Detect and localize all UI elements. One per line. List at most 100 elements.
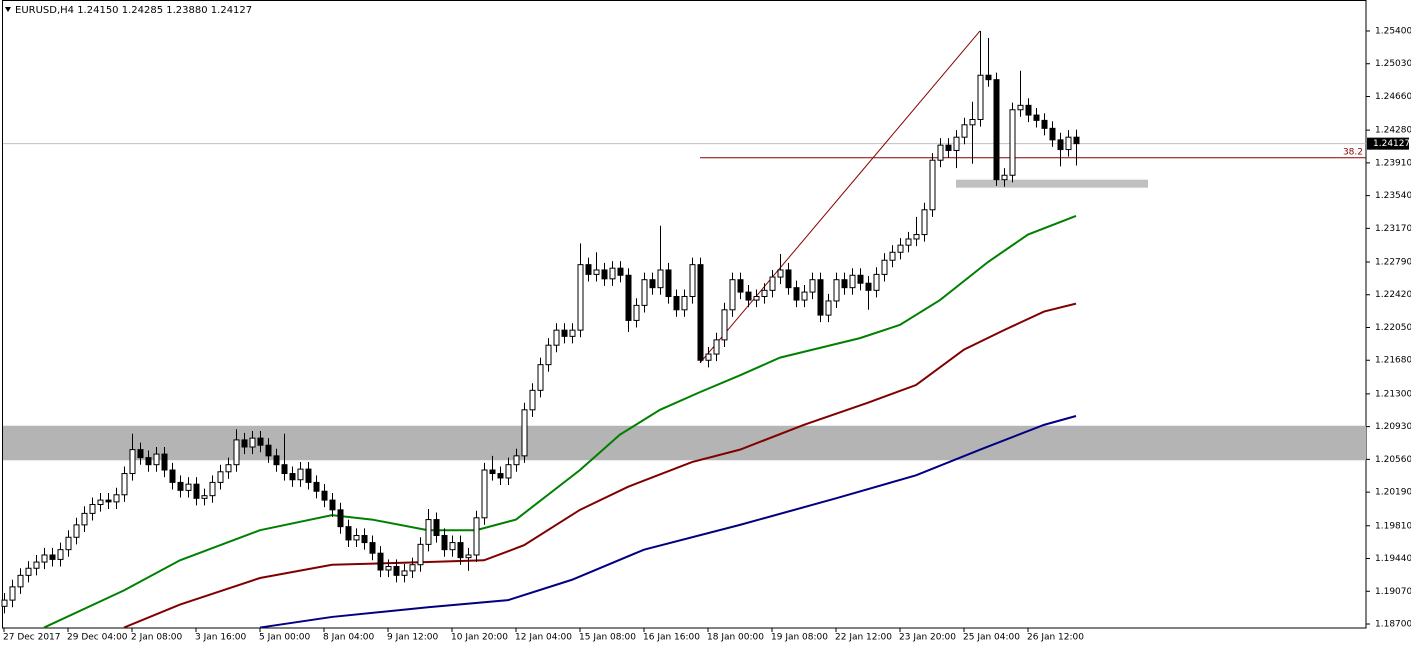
candle-body xyxy=(505,464,512,479)
candle-body xyxy=(769,276,776,291)
candle-body xyxy=(25,567,32,576)
candle-body xyxy=(289,473,296,481)
candle-body xyxy=(569,329,576,337)
x-tick-label: 27 Dec 2017 xyxy=(3,633,61,643)
candle-body xyxy=(841,279,848,289)
candle-body xyxy=(353,535,360,541)
candle-body xyxy=(265,444,272,457)
candle-body xyxy=(377,552,384,571)
candle-body xyxy=(113,494,120,503)
candle-body xyxy=(201,495,208,499)
candle-body xyxy=(993,79,1000,181)
candle-body xyxy=(337,509,344,528)
y-tick-label: 1.22420 xyxy=(1375,290,1411,300)
candle-body xyxy=(489,469,496,475)
candle-body xyxy=(273,455,280,466)
candle-body xyxy=(641,279,648,306)
candle-body xyxy=(753,296,760,301)
candle-body xyxy=(1033,114,1040,121)
candle-body xyxy=(521,409,528,457)
y-tick-label: 1.18700 xyxy=(1375,620,1411,630)
candle-body xyxy=(81,512,88,526)
x-tick-label: 8 Jan 04:00 xyxy=(323,633,375,643)
candle-body xyxy=(401,570,408,576)
x-tick-label: 15 Jan 08:00 xyxy=(579,633,636,643)
candle-body xyxy=(281,464,288,475)
candle-body xyxy=(473,517,480,556)
candle-body xyxy=(1073,136,1080,145)
candle-body xyxy=(809,279,816,293)
candle-body xyxy=(609,267,616,280)
candle-body xyxy=(849,274,856,289)
candle-body xyxy=(689,264,696,298)
x-tick-label: 25 Jan 04:00 xyxy=(963,633,1020,643)
candle-body xyxy=(137,449,144,459)
candle-body xyxy=(801,291,808,301)
chart-title: EURUSD,H4 1.24150 1.24285 1.23880 1.2412… xyxy=(15,5,252,16)
candle-body xyxy=(697,264,704,361)
y-tick-label: 1.23910 xyxy=(1375,158,1411,168)
candle-body xyxy=(345,526,352,541)
candle-body xyxy=(729,279,736,311)
candle-body xyxy=(705,353,712,361)
candle-body xyxy=(177,481,184,491)
zone xyxy=(3,425,1366,461)
candle-body xyxy=(305,468,312,483)
candle-body xyxy=(457,542,464,559)
candle-body xyxy=(449,542,456,551)
candle-body xyxy=(105,499,112,503)
candle-body xyxy=(409,564,416,572)
candle-body xyxy=(169,469,176,483)
plot-frame xyxy=(2,0,1367,629)
candle-body xyxy=(745,291,752,301)
candle-body xyxy=(649,279,656,289)
y-tick-label: 1.21680 xyxy=(1375,356,1411,366)
candle-body xyxy=(425,519,432,545)
candle-body xyxy=(889,251,896,261)
candle-body xyxy=(921,209,928,236)
candle-body xyxy=(873,273,880,291)
candle-body xyxy=(673,296,680,311)
candle-body xyxy=(225,464,232,473)
y-tick-label: 1.19810 xyxy=(1375,521,1411,531)
y-tick-label: 1.22790 xyxy=(1375,257,1411,267)
candle-body xyxy=(73,524,80,538)
candle-body xyxy=(49,554,56,560)
y-tick-label: 1.19070 xyxy=(1375,587,1411,597)
candle-body xyxy=(593,269,600,275)
candle-body xyxy=(209,481,216,497)
candle-body xyxy=(441,535,448,551)
candle-body xyxy=(249,437,256,448)
candle-body xyxy=(833,279,840,302)
candle-body xyxy=(121,473,128,496)
candle-body xyxy=(65,536,72,551)
y-tick-label: 1.21300 xyxy=(1375,389,1411,399)
x-tick-label: 26 Jan 12:00 xyxy=(1027,633,1084,643)
candle-body xyxy=(881,259,888,275)
candle-body xyxy=(665,269,672,298)
candle-body xyxy=(497,473,504,479)
candle-body xyxy=(601,269,608,280)
candle-body xyxy=(129,449,136,475)
candle-body xyxy=(945,144,952,151)
y-tick-label: 1.19440 xyxy=(1375,554,1411,564)
candle-body xyxy=(513,455,520,466)
candle-body xyxy=(953,136,960,151)
candle-body xyxy=(41,554,48,563)
candle-body xyxy=(145,457,152,466)
candle-body xyxy=(585,264,592,275)
candle-body xyxy=(393,565,400,576)
x-tick-label: 23 Jan 20:00 xyxy=(899,633,956,643)
candle-body xyxy=(537,364,544,391)
y-tick-label: 1.24280 xyxy=(1375,126,1411,136)
candle-body xyxy=(417,543,424,566)
plot-area: 38.2 xyxy=(1,30,1366,629)
candle-body xyxy=(737,279,744,293)
candle-body xyxy=(17,574,24,588)
candle-body xyxy=(657,269,664,289)
last-price-label: 1.24127 xyxy=(1373,139,1410,149)
candle-body xyxy=(937,144,944,161)
candle-body xyxy=(969,118,976,126)
candle-body xyxy=(1009,109,1016,176)
x-tick-label: 9 Jan 12:00 xyxy=(387,633,439,643)
